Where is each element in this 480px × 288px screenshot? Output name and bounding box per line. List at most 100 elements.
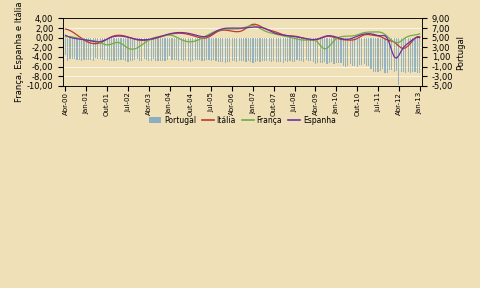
Bar — [366, 38, 367, 66]
Bar — [206, 38, 207, 60]
Bar — [153, 38, 154, 59]
Bar — [357, 38, 358, 67]
Bar — [394, 38, 395, 72]
Bar — [368, 38, 369, 66]
Bar — [371, 38, 372, 69]
Bar — [401, 38, 402, 72]
Bar — [144, 38, 145, 59]
Bar — [208, 38, 210, 60]
Bar — [65, 38, 66, 54]
Bar — [320, 38, 321, 63]
Bar — [329, 38, 330, 63]
Bar — [236, 38, 237, 62]
Bar — [326, 38, 328, 64]
Y-axis label: França, Espanha e Itália: França, Espanha e Itália — [15, 2, 24, 102]
Bar — [118, 38, 119, 60]
Bar — [188, 38, 189, 61]
Bar — [373, 38, 374, 72]
Bar — [197, 38, 198, 60]
Bar — [204, 38, 205, 62]
Bar — [389, 38, 390, 70]
Bar — [349, 38, 351, 64]
Bar — [120, 38, 121, 60]
Bar — [157, 38, 158, 61]
Bar — [271, 38, 272, 62]
Bar — [160, 38, 161, 61]
Bar — [340, 38, 342, 63]
Bar — [264, 38, 265, 61]
Bar — [343, 38, 344, 66]
Bar — [252, 38, 253, 62]
Bar — [266, 38, 267, 61]
Bar — [67, 38, 68, 60]
Bar — [183, 38, 184, 60]
Bar — [417, 38, 418, 73]
Bar — [148, 38, 149, 60]
Bar — [130, 38, 131, 61]
Bar — [176, 38, 177, 60]
Bar — [70, 38, 71, 59]
Bar — [109, 38, 110, 61]
Bar — [141, 38, 143, 61]
Bar — [292, 38, 293, 62]
Bar — [165, 38, 166, 61]
Legend: Portugal, Itália, França, Espanha: Portugal, Itália, França, Espanha — [146, 113, 339, 128]
Bar — [419, 38, 420, 73]
Bar — [255, 38, 256, 62]
Bar — [363, 38, 365, 65]
Bar — [308, 38, 309, 60]
Bar — [217, 38, 219, 62]
Bar — [202, 38, 203, 61]
Bar — [312, 38, 314, 62]
Bar — [199, 38, 200, 60]
Bar — [243, 38, 244, 61]
Bar — [162, 38, 163, 60]
Bar — [88, 38, 89, 60]
Bar — [86, 38, 87, 60]
Y-axis label: Portugal: Portugal — [456, 35, 465, 70]
Bar — [169, 38, 170, 56]
Bar — [99, 38, 101, 59]
Bar — [134, 38, 135, 60]
Bar — [269, 38, 270, 61]
Bar — [396, 38, 397, 71]
Bar — [317, 38, 318, 63]
Bar — [180, 38, 182, 60]
Bar — [213, 38, 214, 60]
Bar — [303, 38, 304, 62]
Bar — [403, 38, 404, 72]
Bar — [146, 38, 147, 60]
Bar — [81, 38, 82, 61]
Bar — [222, 38, 224, 62]
Bar — [95, 38, 96, 58]
Bar — [93, 38, 94, 61]
Bar — [361, 38, 362, 65]
Bar — [139, 38, 140, 61]
Bar — [306, 38, 307, 60]
Bar — [102, 38, 103, 60]
Bar — [324, 38, 325, 62]
Bar — [296, 38, 298, 60]
Bar — [167, 38, 168, 60]
Bar — [352, 38, 353, 66]
Bar — [241, 38, 242, 61]
Bar — [345, 38, 346, 67]
Bar — [171, 38, 172, 60]
Bar — [250, 38, 251, 62]
Bar — [248, 38, 249, 61]
Bar — [412, 38, 413, 72]
Bar — [414, 38, 416, 72]
Bar — [257, 38, 258, 61]
Bar — [107, 38, 108, 60]
Bar — [185, 38, 186, 60]
Bar — [76, 38, 78, 60]
Bar — [97, 38, 98, 58]
Bar — [104, 38, 106, 60]
Bar — [405, 38, 407, 73]
Bar — [377, 38, 379, 72]
Bar — [225, 38, 226, 62]
Bar — [72, 38, 73, 59]
Bar — [155, 38, 156, 61]
Bar — [375, 38, 376, 72]
Bar — [231, 38, 233, 61]
